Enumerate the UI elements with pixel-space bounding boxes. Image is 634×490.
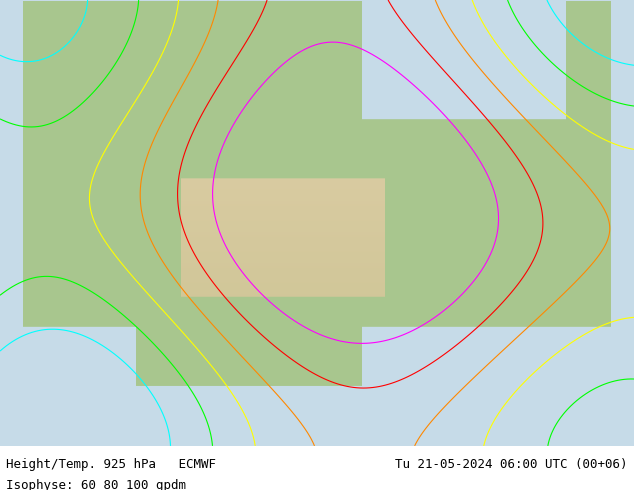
Text: Isophyse: 60 80 100 gpdm: Isophyse: 60 80 100 gpdm	[6, 479, 186, 490]
Text: Height/Temp. 925 hPa   ECMWF: Height/Temp. 925 hPa ECMWF	[6, 458, 216, 471]
Text: Tu 21-05-2024 06:00 UTC (00+06): Tu 21-05-2024 06:00 UTC (00+06)	[395, 458, 628, 471]
